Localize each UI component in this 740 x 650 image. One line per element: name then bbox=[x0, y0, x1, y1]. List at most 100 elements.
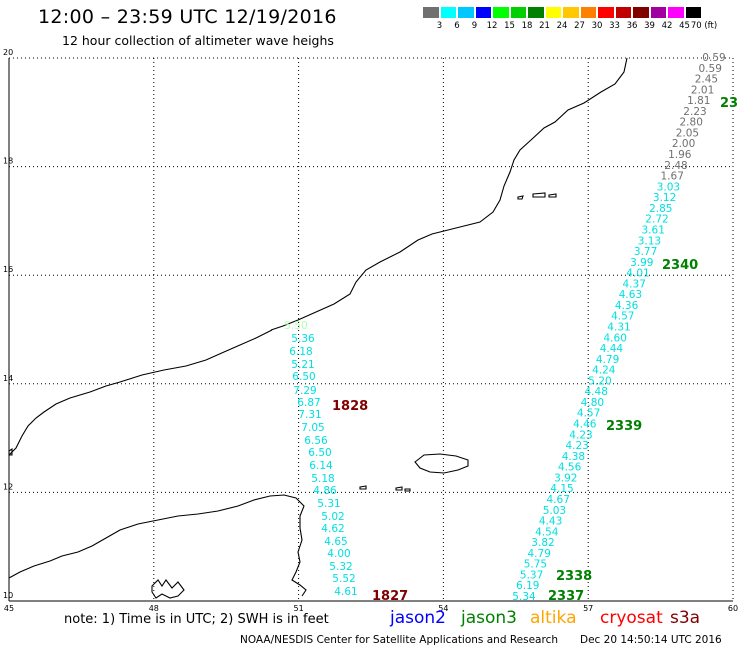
swh-value-label: 4.46 bbox=[573, 419, 597, 431]
swh-value-label: 4.31 bbox=[607, 322, 630, 334]
swh-value-label: 3.82 bbox=[531, 537, 554, 549]
swh-value-label: 1.81 bbox=[687, 95, 710, 107]
swh-value-label: 5.36 bbox=[291, 333, 315, 345]
color-scale-swatch bbox=[439, 6, 457, 19]
coastlines bbox=[8, 57, 628, 599]
color-scale-label: 24 bbox=[556, 21, 568, 31]
swh-value-label: 4.65 bbox=[324, 536, 347, 548]
color-scale-label: 15 bbox=[504, 21, 515, 31]
pass-time-label: 2340 bbox=[662, 258, 698, 273]
swh-value-label: 4.37 bbox=[623, 278, 646, 290]
color-scale-swatch bbox=[492, 6, 510, 19]
swh-value-label: 3.13 bbox=[638, 235, 661, 247]
lat-tick-label: 10 bbox=[3, 591, 13, 600]
lat-tick-label: 18 bbox=[3, 157, 13, 166]
color-scale-label: 18 bbox=[521, 21, 533, 31]
swh-value-label: 7.05 bbox=[301, 422, 324, 434]
color-scale-label: 6 bbox=[454, 21, 460, 31]
swh-value-label: 5.18 bbox=[311, 473, 334, 485]
color-scale-swatch bbox=[684, 6, 702, 19]
lon-tick-label: 45 bbox=[4, 604, 14, 613]
swh-value-label: 6.19 bbox=[516, 580, 539, 592]
pass-time-label: 1828 bbox=[332, 399, 368, 414]
swh-value-label: 4.23 bbox=[569, 429, 592, 441]
color-scale-labels: 3 6 9 12 15 18 21 24 27 30 33 36 39 42 45 70 (ft) bbox=[422, 21, 740, 33]
swh-value-label: 4.38 bbox=[562, 451, 585, 463]
swh-value-label: 2.45 bbox=[695, 74, 718, 86]
color-scale-swatch bbox=[457, 6, 475, 19]
swh-value-label: 7.31 bbox=[298, 409, 321, 421]
swh-value-label: 4.62 bbox=[321, 523, 344, 535]
swh-value-label: 2.80 bbox=[680, 117, 703, 129]
satellite-legend-item: cryosat bbox=[600, 608, 663, 628]
swh-value-label: 3.12 bbox=[653, 192, 676, 204]
swh-value-label: 4.57 bbox=[577, 408, 600, 420]
swh-value-label: 3.99 bbox=[630, 257, 653, 269]
swh-value-label: 5.37 bbox=[520, 569, 543, 581]
lon-tick-label: 51 bbox=[294, 604, 304, 613]
swh-value-label: 2.85 bbox=[649, 203, 672, 215]
swh-value-label: 7.29 bbox=[293, 385, 316, 397]
pass-time-label: 23 bbox=[720, 96, 738, 111]
color-scale-bar bbox=[422, 6, 702, 19]
color-scale-label: 27 bbox=[574, 21, 585, 31]
color-scale-label: 33 bbox=[609, 21, 620, 31]
swh-value-label: 3.77 bbox=[634, 246, 657, 258]
swh-value-label: 2.23 bbox=[683, 106, 706, 118]
credit-line: NOAA/NESDIS Center for Satellite Applica… bbox=[240, 634, 558, 646]
swh-value-label: 6.18 bbox=[289, 346, 312, 358]
lat-tick-label: 20 bbox=[3, 48, 13, 57]
swh-value-label: 6.14 bbox=[309, 460, 333, 472]
swh-value-label: 6.50 bbox=[292, 371, 315, 383]
lon-tick-label: 60 bbox=[728, 604, 738, 613]
swh-value-label: 5.20 bbox=[588, 375, 611, 387]
swh-value-label: 4.54 bbox=[535, 526, 559, 538]
islet-d bbox=[532, 192, 546, 198]
swh-value-label: 4.86 bbox=[313, 485, 337, 497]
swh-value-label: 4.44 bbox=[600, 343, 624, 355]
swh-value-label: 5.50 bbox=[284, 320, 307, 332]
lat-tick-label: 16 bbox=[3, 265, 13, 274]
swh-value-label: 0.59 bbox=[699, 63, 722, 75]
islet-f bbox=[8, 447, 13, 456]
lat-lon-grid bbox=[9, 57, 734, 601]
coastline-gulf-south bbox=[8, 494, 307, 597]
pass-time-label: 2339 bbox=[606, 419, 642, 434]
swh-value-label: 5.75 bbox=[524, 559, 547, 571]
swh-value-label: 6.50 bbox=[308, 447, 331, 459]
pass-time-label: 2338 bbox=[556, 569, 592, 584]
swh-value-label: 5.52 bbox=[332, 573, 355, 585]
swh-value-label: 5.31 bbox=[317, 498, 340, 510]
swh-value-label: 4.60 bbox=[604, 332, 627, 344]
swh-value-label: 4.67 bbox=[547, 494, 570, 506]
color-scale-label: 12 bbox=[486, 21, 498, 31]
color-scale-label: 30 bbox=[591, 21, 603, 31]
swh-value-label: 2.00 bbox=[672, 138, 695, 150]
swh-value-label: 5.34 bbox=[512, 591, 536, 603]
swh-value-label: 4.15 bbox=[550, 483, 573, 495]
swh-value-label: 4.56 bbox=[558, 462, 582, 474]
axis-tick-labels: 45 48 51 54 57 60 10 12 14 16 18 20 bbox=[3, 48, 738, 613]
socotra-island bbox=[414, 453, 469, 474]
lat-tick-label: 12 bbox=[3, 482, 13, 491]
color-scale-label: 42 bbox=[661, 21, 673, 31]
swh-value-label: 0.59 bbox=[702, 52, 725, 64]
swh-value-label: 5.21 bbox=[291, 359, 314, 371]
coastline-arabia bbox=[270, 57, 628, 331]
map-subtitle: 12 hour collection of altimeter wave hei… bbox=[62, 33, 334, 48]
swh-value-label: 3.92 bbox=[554, 472, 577, 484]
swh-value-label: 4.36 bbox=[615, 300, 639, 312]
swh-value-label: 6.87 bbox=[297, 397, 320, 409]
islet-g bbox=[359, 485, 367, 490]
lon-tick-label: 54 bbox=[438, 604, 448, 613]
coastline-somalia bbox=[8, 329, 273, 456]
swh-value-label: 4.57 bbox=[611, 311, 634, 323]
swh-value-label: 4.79 bbox=[528, 548, 551, 560]
swh-value-label: 1.67 bbox=[661, 171, 684, 183]
swh-value-label: 2.48 bbox=[664, 160, 687, 172]
islet-b bbox=[404, 488, 411, 492]
satellite-legend-item: altika bbox=[530, 608, 577, 628]
color-scale-swatch bbox=[614, 6, 632, 19]
